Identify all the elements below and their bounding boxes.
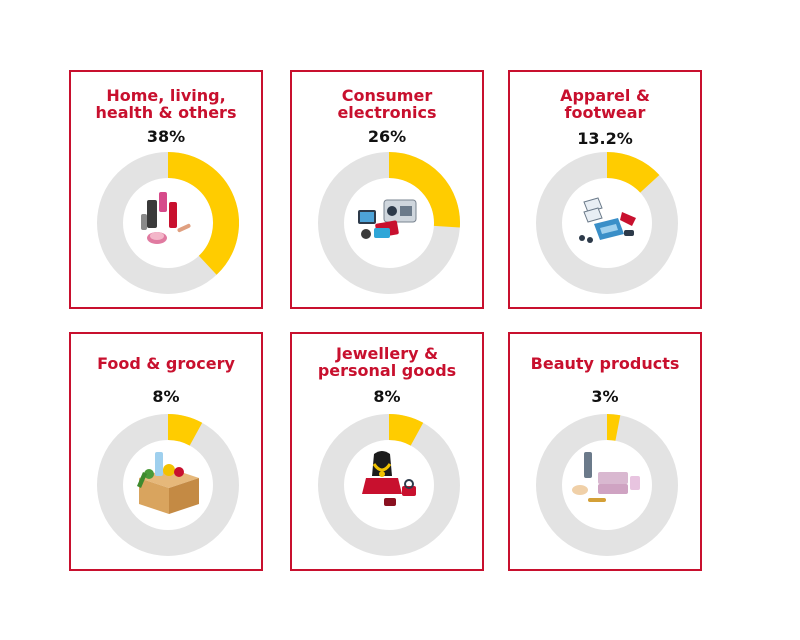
category-value: 26% (367, 127, 407, 146)
grocery-box-illustration-icon (137, 452, 199, 514)
donut-chart (536, 152, 678, 294)
category-card-apparel-footwear: Apparel & footwear 13.2% (508, 70, 702, 309)
donut-chart (536, 414, 678, 556)
category-value: 3% (591, 387, 619, 406)
electronics-illustration-icon (358, 199, 417, 239)
category-card-jewellery: Jewellery & personal goods 8% (290, 332, 484, 571)
category-card-consumer-electronics: Consumer electronics 26% (290, 70, 484, 309)
apparel-illustration-icon (579, 197, 636, 243)
donut-chart (97, 152, 239, 294)
donut-chart (97, 414, 239, 556)
donut-svg (97, 414, 239, 556)
category-title: Beauty products (530, 353, 680, 373)
category-title: Food & grocery (97, 353, 235, 373)
donut-value-arc (167, 414, 203, 446)
donut-value-arc (606, 414, 621, 441)
category-value: 13.2% (577, 129, 633, 148)
category-title: Jewellery & personal goods (317, 344, 457, 380)
donut-svg (97, 152, 239, 294)
donut-svg (536, 152, 678, 294)
beauty-products-illustration-icon (572, 452, 640, 502)
donut-value-arc (388, 414, 424, 446)
category-title: Consumer electronics (337, 86, 437, 122)
donut-svg (318, 152, 460, 294)
donut-value-arc (606, 152, 660, 194)
category-title: Apparel & footwear (560, 86, 650, 122)
donut-svg (318, 414, 460, 556)
category-card-beauty-products: Beauty products 3% (508, 332, 702, 571)
jewellery-illustration-icon (362, 451, 416, 506)
category-value: 8% (152, 387, 180, 406)
donut-value-arc (167, 152, 239, 275)
category-value: 38% (146, 127, 186, 146)
category-title: Home, living, health & others (95, 86, 237, 122)
donut-value-arc (388, 152, 460, 228)
category-card-food-grocery: Food & grocery 8% (69, 332, 263, 571)
cosmetics-illustration-icon (141, 192, 191, 244)
donut-chart (318, 152, 460, 294)
category-card-home-living: Home, living, health & others 38% (69, 70, 263, 309)
donut-chart (318, 414, 460, 556)
category-value: 8% (373, 387, 401, 406)
donut-svg (536, 414, 678, 556)
